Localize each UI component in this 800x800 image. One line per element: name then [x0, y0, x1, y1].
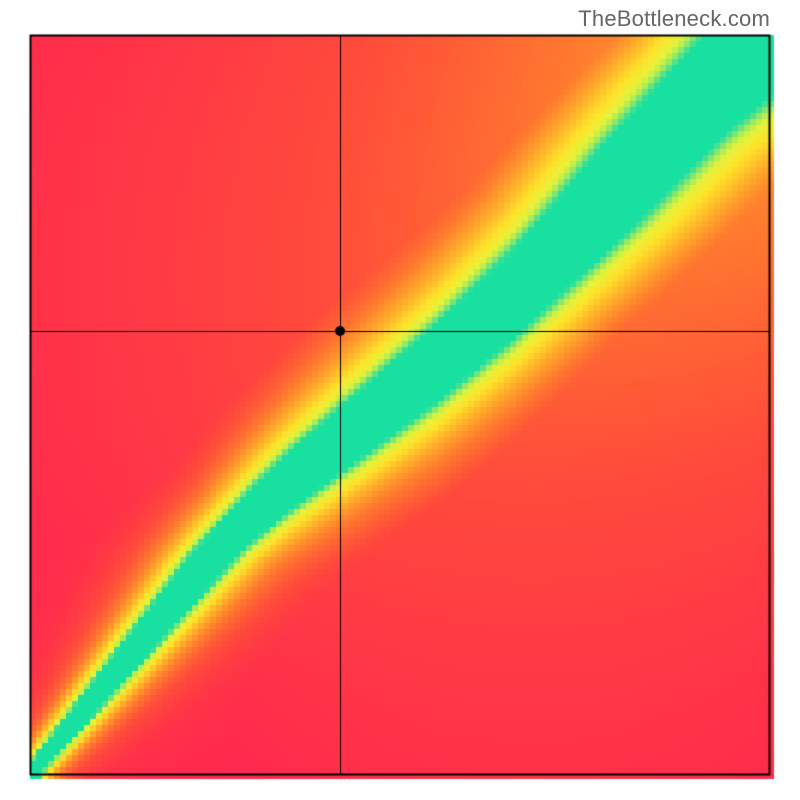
watermark-text: TheBottleneck.com [578, 6, 770, 32]
chart-container: TheBottleneck.com [0, 0, 800, 800]
bottleneck-heatmap [0, 0, 800, 800]
